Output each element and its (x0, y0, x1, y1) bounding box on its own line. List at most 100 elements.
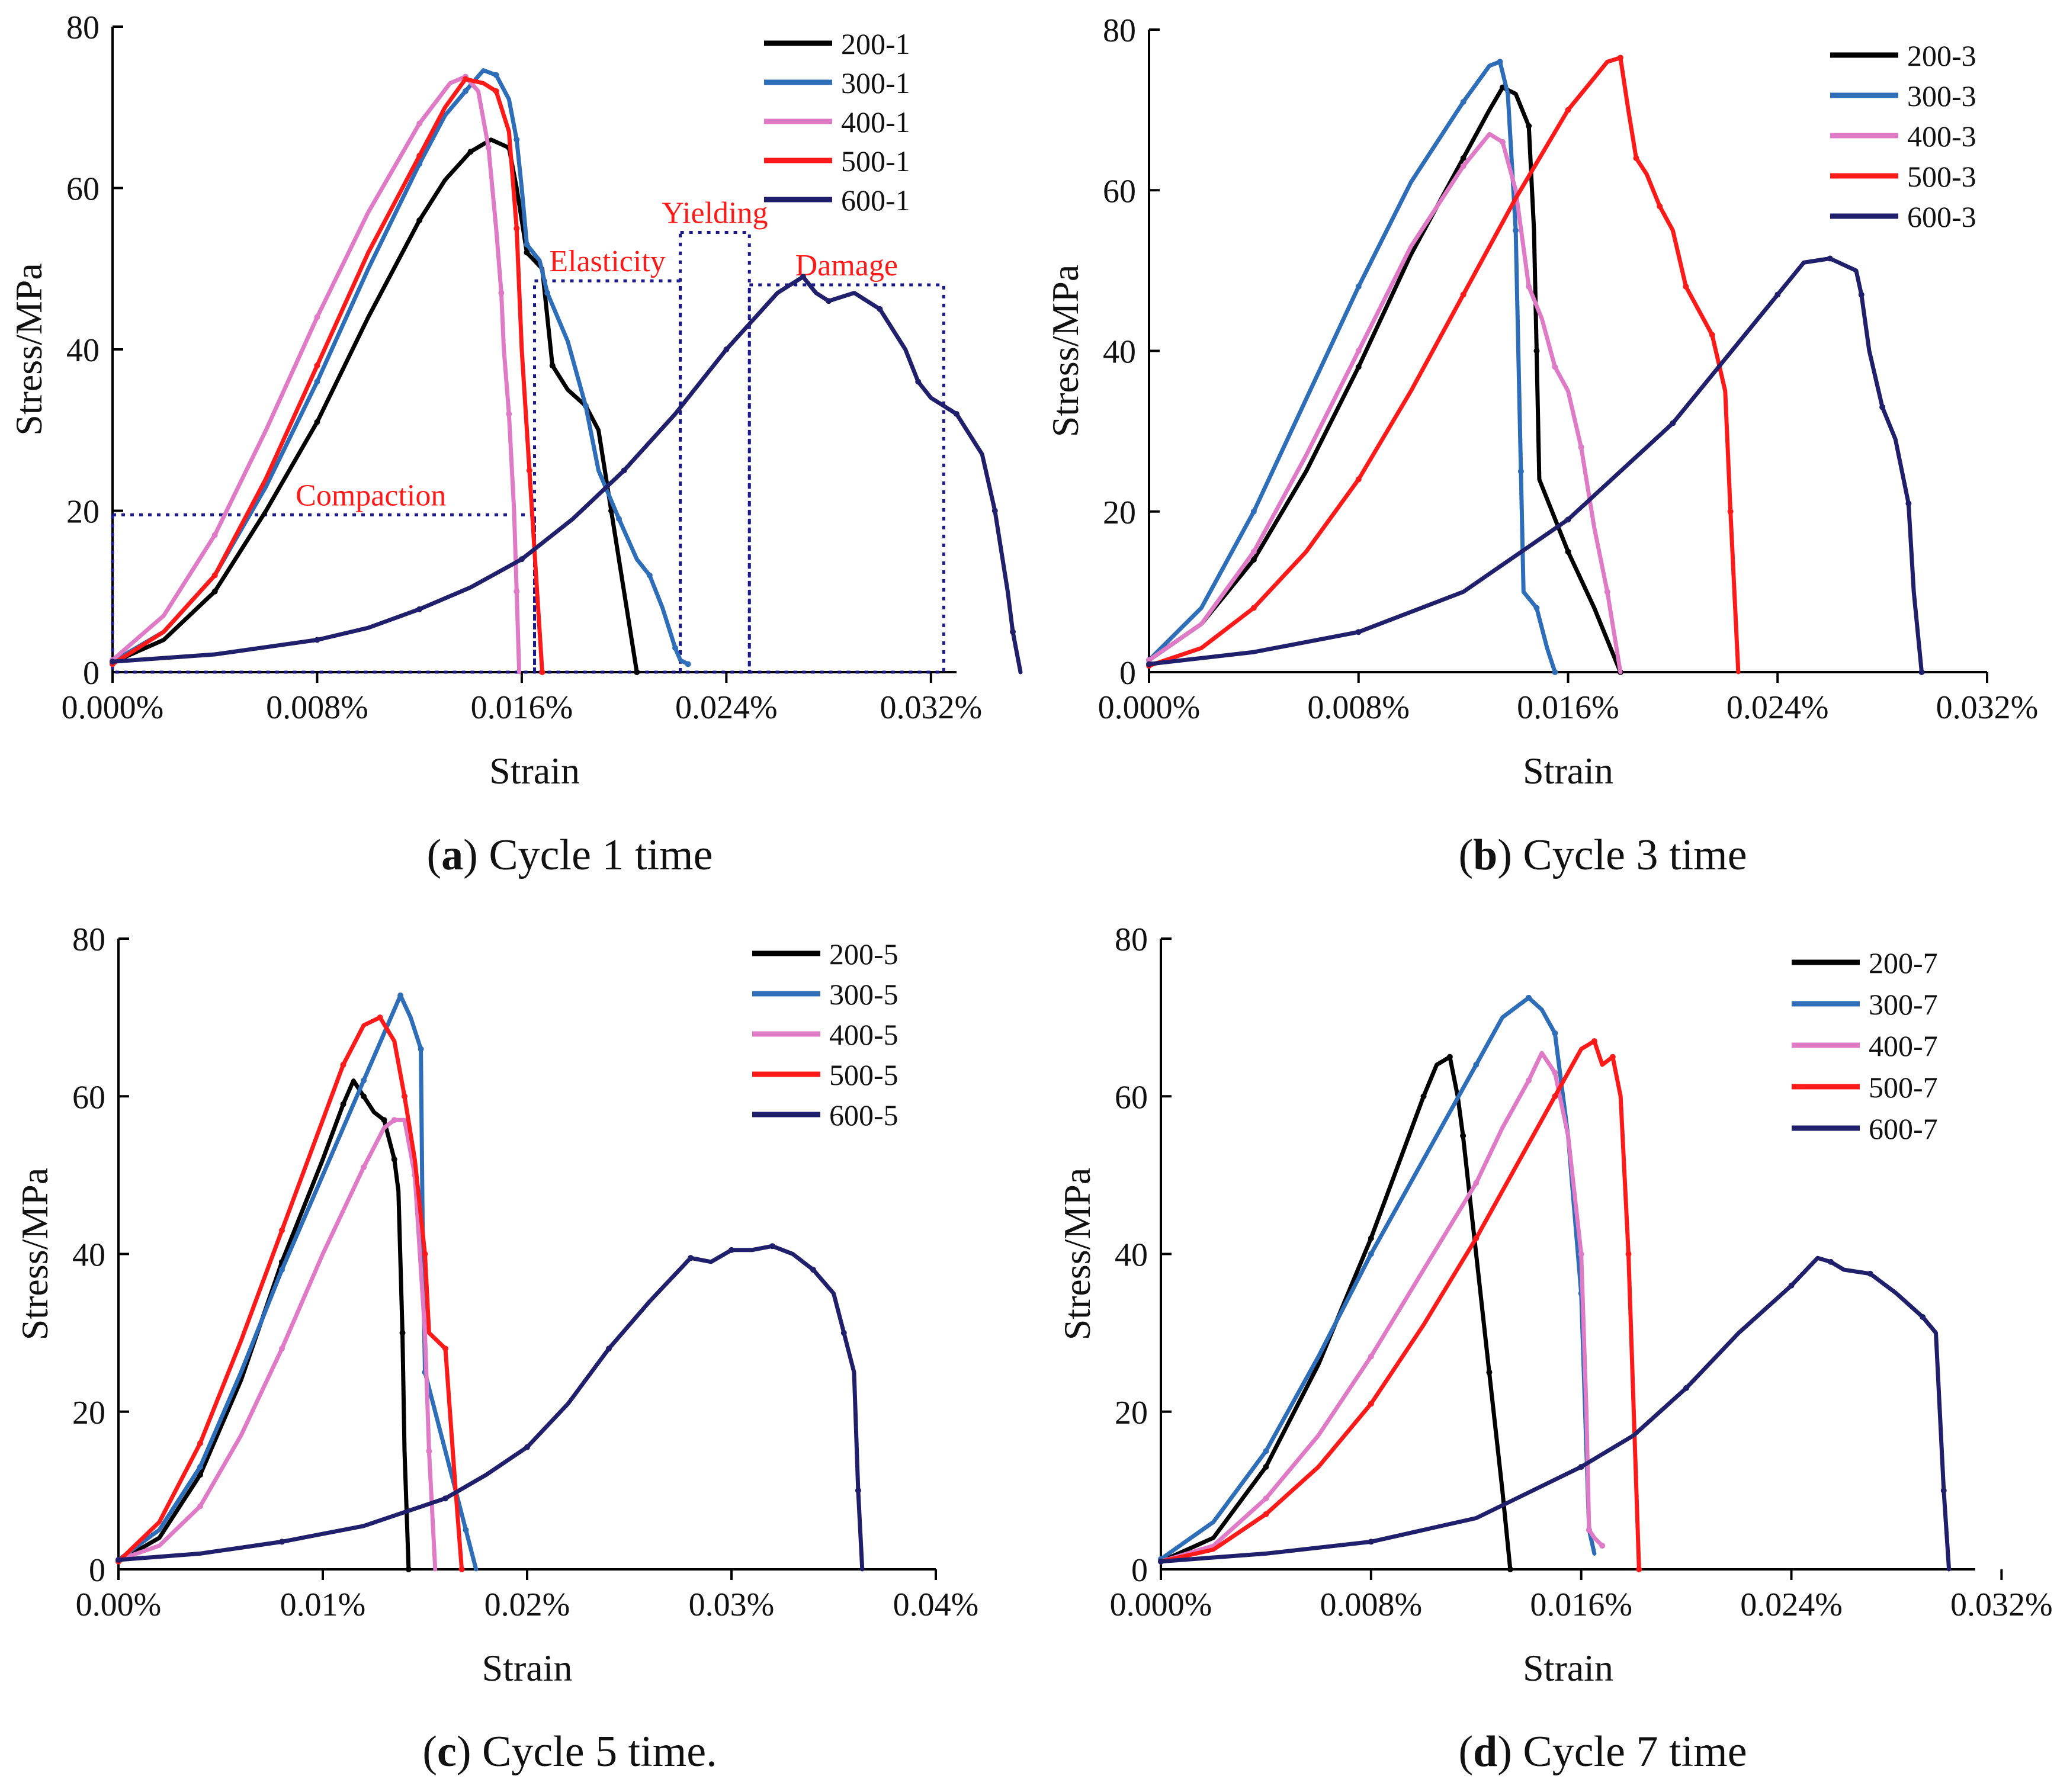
data-point-600-1 (877, 306, 883, 312)
caption-a-text: Cycle 1 time (477, 831, 713, 879)
data-point-400-1 (506, 411, 512, 417)
data-point-600-7 (1158, 1558, 1164, 1565)
data-point-200-1 (524, 249, 530, 256)
y-tick-label: 80 (72, 921, 105, 958)
data-point-200-5 (340, 1101, 346, 1107)
data-point-300-7 (1552, 1030, 1558, 1036)
data-point-200-1 (634, 669, 640, 675)
y-tick-label: 20 (1115, 1395, 1148, 1431)
data-point-500-5 (279, 1227, 285, 1234)
data-point-400-7 (1525, 1077, 1532, 1084)
data-point-500-5 (442, 1345, 448, 1352)
data-point-600-1 (110, 659, 115, 665)
data-point-300-5 (279, 1267, 285, 1273)
data-point-600-7 (1828, 1258, 1834, 1265)
data-point-600-5 (688, 1255, 694, 1261)
x-tick-label: 0.008% (1307, 689, 1410, 726)
data-point-300-1 (544, 290, 551, 296)
data-point-400-3 (1604, 589, 1610, 595)
data-point-600-1 (723, 346, 730, 352)
series-line-200-7 (1159, 1055, 1513, 1572)
data-point-200-5 (197, 1472, 203, 1478)
series-line-600-7 (1159, 1255, 1952, 1572)
data-point-400-1 (514, 588, 520, 595)
y-tick-label: 20 (66, 494, 100, 531)
data-point-200-3 (1533, 348, 1540, 354)
y-tick-label: 60 (1103, 173, 1136, 210)
data-point-300-3 (1497, 59, 1503, 65)
data-point-200-7 (1460, 1132, 1466, 1139)
stage-box-3 (747, 283, 945, 674)
y-tick-label: 40 (66, 332, 100, 369)
data-point-200-5 (381, 1117, 387, 1123)
x-tick-label: 0.032% (1936, 689, 2039, 726)
data-point-600-5 (810, 1267, 816, 1273)
data-point-300-3 (1533, 605, 1540, 611)
data-point-600-1 (800, 274, 806, 280)
x-tick-label: 0.02% (484, 1587, 570, 1623)
data-point-400-1 (485, 144, 492, 151)
caption-b-text: Cycle 3 time (1512, 831, 1747, 879)
data-point-300-3 (1513, 227, 1519, 234)
series-line-200-5 (116, 1078, 411, 1572)
data-point-200-7 (1446, 1054, 1453, 1060)
data-point-200-3 (1526, 123, 1532, 129)
data-point-300-3 (1517, 468, 1524, 474)
x-tick-label: 0.024% (1727, 689, 1829, 726)
data-point-200-1 (211, 588, 218, 595)
legend-label: 500-5 (829, 1058, 898, 1091)
y-tick-label: 40 (72, 1237, 105, 1274)
y-tick-label: 60 (1115, 1079, 1148, 1116)
data-point-400-3 (1552, 364, 1558, 370)
data-point-500-3 (1633, 155, 1639, 161)
y-axis-label: Stress/MPa (14, 1168, 56, 1341)
data-point-500-7 (1591, 1038, 1597, 1045)
y-tick-label: 60 (66, 171, 100, 208)
data-point-600-1 (826, 298, 832, 304)
x-tick-label: 0.00% (76, 1587, 162, 1623)
caption-d-text: Cycle 7 time (1512, 1727, 1747, 1776)
x-tick-label: 0.000% (1098, 689, 1201, 726)
data-point-600-3 (1858, 291, 1865, 298)
x-tick-label: 0.016% (1517, 689, 1619, 726)
legend-label: 300-3 (1907, 79, 1976, 113)
data-point-400-7 (1473, 1180, 1480, 1186)
legend-label: 600-3 (1907, 200, 1976, 233)
data-point-500-1 (526, 467, 532, 474)
data-point-600-5 (855, 1487, 861, 1494)
data-point-300-7 (1368, 1251, 1374, 1257)
data-point-500-3 (1617, 54, 1623, 61)
legend-label: 200-5 (829, 937, 898, 971)
x-tick-label: 0.032% (880, 689, 982, 726)
data-point-600-3 (1879, 404, 1886, 410)
data-point-400-5 (426, 1448, 432, 1454)
data-point-200-1 (467, 149, 474, 155)
caption-a: (a) Cycle 1 time (426, 831, 713, 879)
data-point-300-1 (582, 403, 589, 409)
data-point-500-3 (1683, 284, 1689, 290)
data-point-500-5 (377, 1014, 383, 1021)
data-point-600-3 (1918, 669, 1925, 675)
data-point-600-3 (1355, 629, 1362, 635)
data-point-500-1 (514, 225, 520, 232)
stage-box-2 (679, 230, 751, 674)
x-axis-label: Strain (489, 750, 580, 792)
data-point-500-1 (416, 153, 423, 159)
series-line-600-1 (110, 274, 1023, 675)
data-point-600-5 (279, 1539, 285, 1545)
legend-label: 300-5 (829, 978, 898, 1011)
data-point-200-7 (1420, 1093, 1427, 1100)
data-point-600-7 (1940, 1487, 1947, 1494)
y-tick-label: 20 (1103, 494, 1136, 531)
data-point-600-1 (1010, 628, 1016, 635)
series-line-600-5 (116, 1244, 865, 1572)
data-point-500-7 (1625, 1251, 1632, 1257)
caption-c-label: c (437, 1727, 457, 1776)
data-point-500-5 (422, 1251, 428, 1257)
legend-label: 600-5 (829, 1099, 898, 1132)
y-axis-label: Stress/MPa (1044, 265, 1086, 438)
data-point-400-3 (1460, 163, 1466, 169)
stage-label: Yielding (662, 196, 768, 230)
x-tick-label: 0.000% (1110, 1587, 1212, 1623)
data-point-300-1 (462, 88, 468, 94)
